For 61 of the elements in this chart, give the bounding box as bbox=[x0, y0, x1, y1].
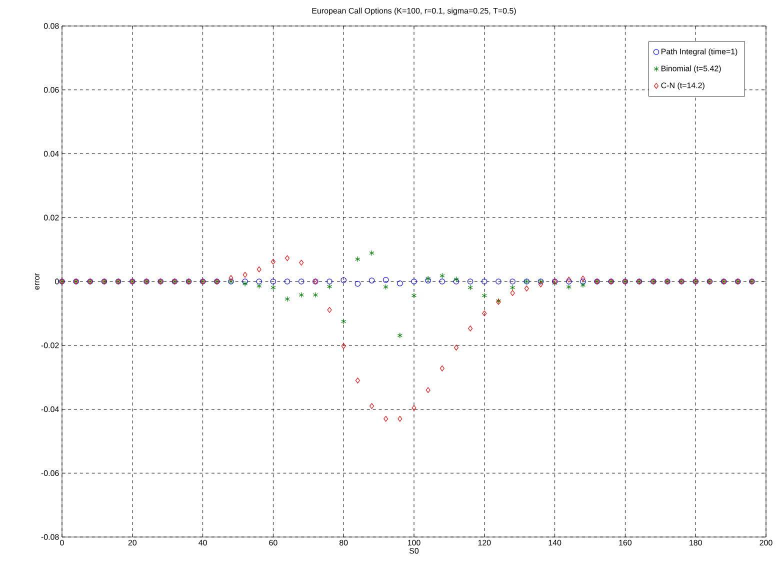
point bbox=[482, 310, 487, 316]
point bbox=[341, 318, 346, 324]
point bbox=[468, 284, 473, 290]
point bbox=[256, 278, 262, 284]
point bbox=[382, 277, 389, 283]
point bbox=[411, 292, 417, 298]
point bbox=[256, 266, 262, 272]
point bbox=[270, 258, 276, 265]
point bbox=[412, 405, 416, 411]
point bbox=[467, 278, 474, 284]
point bbox=[355, 256, 360, 262]
point bbox=[566, 284, 572, 290]
point bbox=[411, 278, 417, 284]
point bbox=[327, 307, 332, 313]
point bbox=[256, 283, 262, 289]
point bbox=[440, 365, 444, 372]
point bbox=[284, 278, 290, 284]
point bbox=[242, 272, 248, 278]
point bbox=[341, 343, 346, 349]
point bbox=[368, 278, 375, 284]
point bbox=[270, 278, 276, 284]
point bbox=[453, 278, 460, 284]
point bbox=[538, 281, 543, 288]
point bbox=[426, 387, 430, 393]
point bbox=[326, 278, 332, 284]
point bbox=[298, 292, 304, 298]
point bbox=[397, 332, 402, 338]
point bbox=[510, 284, 516, 290]
point bbox=[440, 272, 445, 279]
point bbox=[510, 278, 516, 284]
point bbox=[454, 276, 459, 282]
point bbox=[340, 277, 346, 284]
point bbox=[398, 416, 402, 422]
point bbox=[524, 286, 529, 292]
point bbox=[284, 296, 290, 302]
point bbox=[242, 280, 248, 287]
point bbox=[580, 278, 586, 284]
point bbox=[370, 403, 374, 409]
point bbox=[580, 282, 586, 288]
point bbox=[384, 416, 388, 422]
point bbox=[369, 250, 374, 256]
point bbox=[482, 278, 488, 284]
point bbox=[354, 280, 361, 287]
point bbox=[228, 275, 234, 281]
point bbox=[312, 292, 318, 298]
point bbox=[439, 278, 446, 284]
point bbox=[270, 284, 276, 290]
point bbox=[397, 280, 403, 286]
point bbox=[496, 278, 502, 284]
point bbox=[298, 278, 304, 284]
point bbox=[299, 260, 304, 266]
point bbox=[482, 292, 487, 298]
point bbox=[580, 276, 586, 282]
point bbox=[326, 284, 332, 290]
point bbox=[510, 290, 515, 296]
point bbox=[285, 255, 290, 262]
point bbox=[468, 326, 473, 332]
point bbox=[355, 378, 360, 384]
point bbox=[242, 278, 248, 284]
point bbox=[454, 344, 458, 350]
point bbox=[383, 284, 388, 290]
